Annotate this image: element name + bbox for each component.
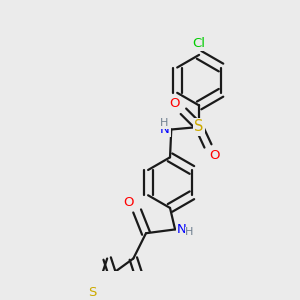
Text: O: O bbox=[123, 196, 134, 209]
Text: N: N bbox=[177, 223, 186, 236]
Text: O: O bbox=[209, 149, 220, 162]
Text: S: S bbox=[194, 119, 204, 134]
Text: O: O bbox=[169, 97, 180, 110]
Text: H: H bbox=[185, 227, 194, 237]
Text: Cl: Cl bbox=[193, 38, 206, 50]
Text: N: N bbox=[160, 123, 170, 136]
Text: S: S bbox=[88, 286, 96, 299]
Text: H: H bbox=[160, 118, 168, 128]
